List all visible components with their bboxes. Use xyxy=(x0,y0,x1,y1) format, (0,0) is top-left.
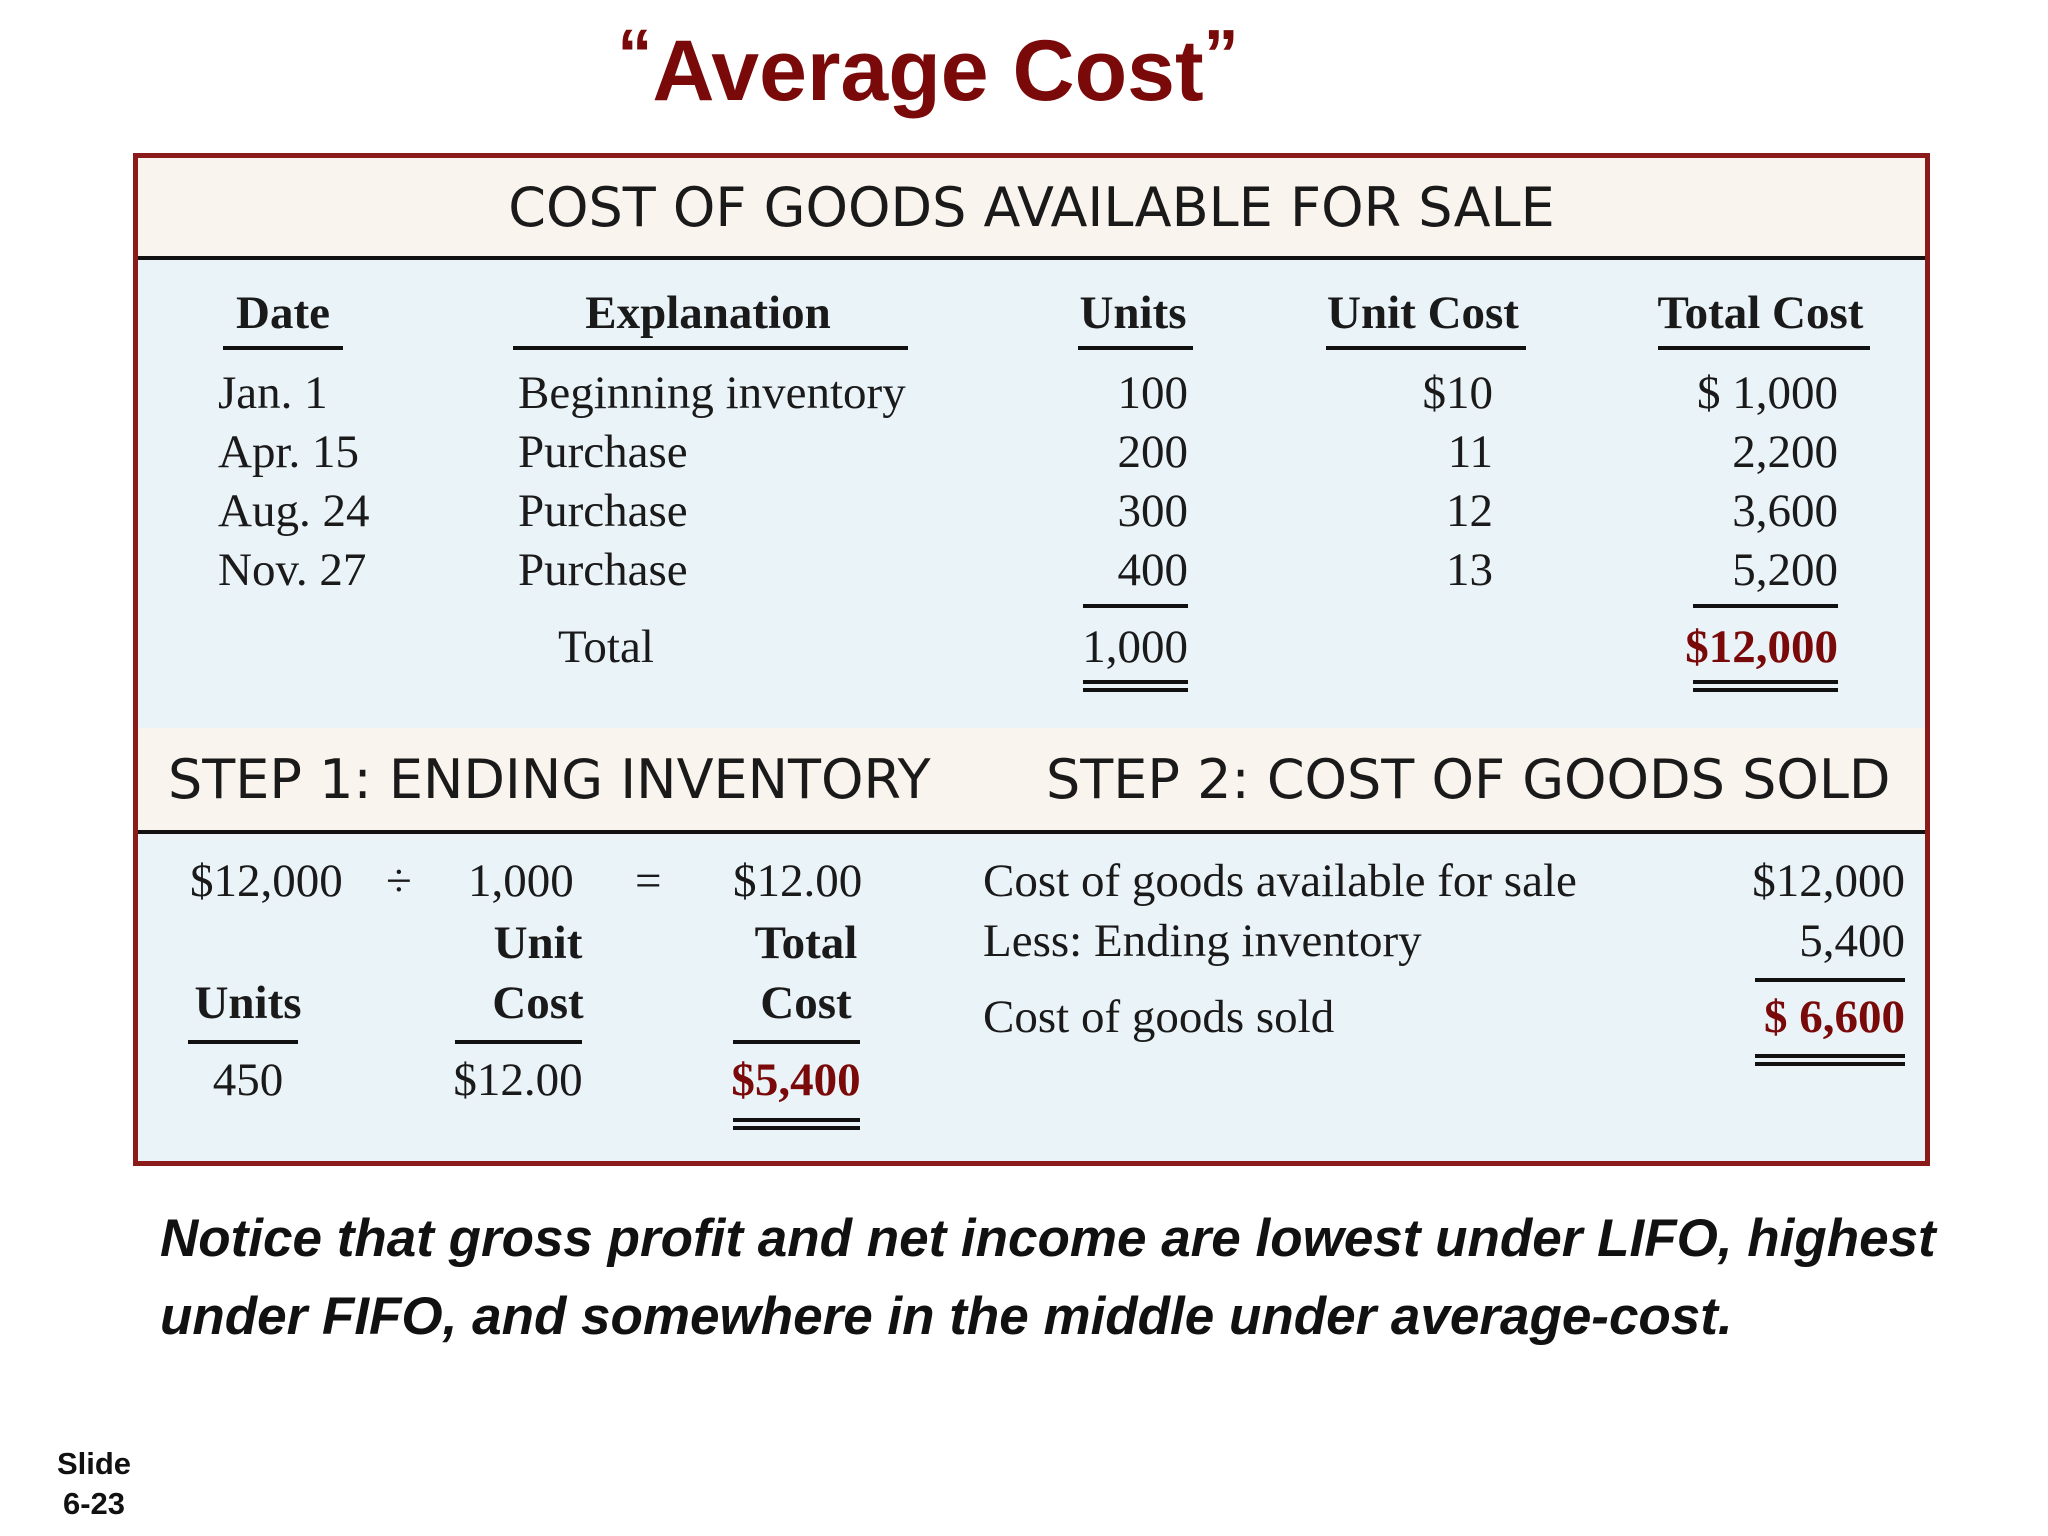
equals-sign: = xyxy=(635,855,662,907)
step2-double-underline xyxy=(1755,1054,1905,1066)
unit-cost-underline xyxy=(455,1040,582,1044)
divide-sign: ÷ xyxy=(386,855,412,907)
total-label: Total xyxy=(558,621,654,673)
units-sum-line xyxy=(1083,604,1188,608)
step2-ending-value: 5,400 xyxy=(1799,915,1905,967)
step2-ending-label: Less: Ending inventory xyxy=(983,915,1422,967)
row-date: Aug. 24 xyxy=(218,485,370,537)
step1-units-value: 450 xyxy=(212,1054,284,1106)
steps-header-band: STEP 1: ENDING INVENTORY STEP 2: COST OF… xyxy=(138,728,1925,834)
step2-sum-line xyxy=(1755,978,1905,982)
slide-number: Slide 6-23 xyxy=(46,1444,142,1524)
step2-cogs-label: Cost of goods sold xyxy=(983,991,1335,1043)
total-cost-underline xyxy=(733,1040,860,1044)
slide-title: “Average Cost” xyxy=(0,15,1856,121)
step1-amount: $12,000 xyxy=(190,855,343,907)
row-date: Apr. 15 xyxy=(218,426,359,478)
label-total: Total xyxy=(754,917,858,969)
header-unit-cost-underline xyxy=(1326,346,1526,350)
row-total-cost: 5,200 xyxy=(1732,544,1838,596)
step1-total-cost-value: $5,400 xyxy=(731,1054,861,1106)
row-total-cost: 2,200 xyxy=(1732,426,1838,478)
label-total-cost: Cost xyxy=(760,977,852,1029)
row-total-cost: $ 1,000 xyxy=(1697,367,1838,419)
step1-result: $12.00 xyxy=(733,855,863,907)
step1-unit-cost-value: $12.00 xyxy=(453,1054,583,1106)
average-cost-exhibit: COST OF GOODS AVAILABLE FOR SALE Date Ex… xyxy=(133,153,1930,1166)
step1-double-underline xyxy=(733,1118,860,1130)
row-units: 400 xyxy=(1117,544,1189,596)
total-cost-double-underline xyxy=(1693,680,1838,692)
units-underline xyxy=(188,1040,298,1044)
header-total-cost-underline xyxy=(1658,346,1870,350)
label-units: Units xyxy=(194,977,302,1029)
step2-available-label: Cost of goods available for sale xyxy=(983,855,1577,907)
row-date: Nov. 27 xyxy=(218,544,367,596)
header-date-underline xyxy=(223,346,343,350)
row-explanation: Purchase xyxy=(518,485,688,537)
units-double-underline xyxy=(1083,680,1188,692)
step2-cogs-value: $ 6,600 xyxy=(1764,991,1905,1043)
total-cost-sum-line xyxy=(1693,604,1838,608)
total-units: 1,000 xyxy=(1082,621,1188,673)
step2-available-value: $12,000 xyxy=(1752,855,1905,907)
header-explanation: Explanation xyxy=(585,287,831,339)
header-units: Units xyxy=(1079,287,1187,339)
row-units: 100 xyxy=(1117,367,1189,419)
row-explanation: Purchase xyxy=(518,426,688,478)
row-explanation: Purchase xyxy=(518,544,688,596)
row-date: Jan. 1 xyxy=(218,367,328,419)
slide-number-value: 6-23 xyxy=(62,1486,126,1521)
step2-title: STEP 2: COST OF GOODS SOLD xyxy=(1046,748,1891,811)
step1-units-total: 1,000 xyxy=(468,855,574,907)
close-quote: ” xyxy=(1203,15,1239,93)
row-units: 200 xyxy=(1117,426,1189,478)
header-total-cost: Total Cost xyxy=(1657,287,1864,339)
row-unit-cost: 11 xyxy=(1447,426,1493,478)
total-cost-value: $12,000 xyxy=(1685,621,1838,673)
header-explanation-underline xyxy=(513,346,908,350)
header-date: Date xyxy=(236,287,330,339)
row-unit-cost: 12 xyxy=(1446,485,1493,537)
open-quote: “ xyxy=(617,15,653,93)
step1-title: STEP 1: ENDING INVENTORY xyxy=(168,748,931,811)
label-unit-cost: Cost xyxy=(492,977,584,1029)
row-total-cost: 3,600 xyxy=(1732,485,1838,537)
row-explanation: Beginning inventory xyxy=(518,367,906,419)
header-unit-cost: Unit Cost xyxy=(1327,287,1519,339)
notice-text: Notice that gross profit and net income … xyxy=(160,1209,1936,1346)
row-units: 300 xyxy=(1117,485,1189,537)
row-unit-cost: 13 xyxy=(1446,544,1493,596)
slide-label: Slide xyxy=(56,1446,132,1481)
label-unit: Unit xyxy=(493,917,583,969)
header-units-underline xyxy=(1078,346,1193,350)
available-section-title: COST OF GOODS AVAILABLE FOR SALE xyxy=(508,176,1555,239)
available-header-band: COST OF GOODS AVAILABLE FOR SALE xyxy=(138,158,1925,260)
slide-title-text: Average Cost xyxy=(652,23,1204,119)
row-unit-cost: $10 xyxy=(1422,367,1494,419)
